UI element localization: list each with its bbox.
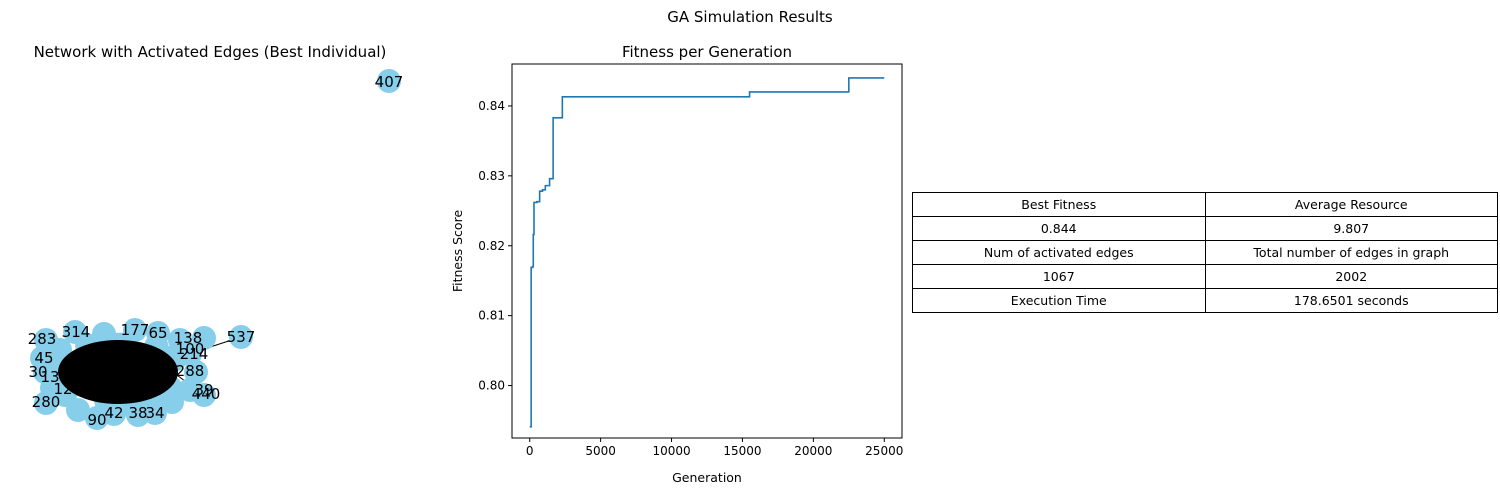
x-tick-label: 15000 [723,444,761,458]
node-label: 177 [121,321,150,339]
plot-frame [511,63,903,439]
table-cell: 1067 [912,264,1206,289]
node-label: 65 [148,324,167,342]
network-node [377,69,401,93]
x-tick-label: 20000 [794,444,832,458]
fitness-axes: 0 5000 10000 15000 20000 25000 0.80 0.81 0.82 0.8… [450,63,903,485]
network-node [184,360,208,384]
y-tick-label: 0.80 [478,379,505,393]
node-label: 45 [34,349,53,367]
table-cell: 178.6501 seconds [1204,288,1498,313]
table-cell: Average Resource [1204,192,1498,217]
x-tick-label: 25000 [865,444,903,458]
node-label: 13 [40,368,59,386]
x-axis-label: Generation [672,470,742,485]
node-label: 100 [176,340,205,358]
network-node [34,391,58,415]
table-cell: Execution Time [912,288,1206,313]
x-tick-label: 5000 [585,444,616,458]
network-node [168,328,192,352]
table-row: Execution Time 178.6501 seconds [912,288,1498,313]
x-tick-label: 0 [526,444,534,458]
table-row: 1067 2002 [912,264,1498,289]
table-cell: Total number of edges in graph [1204,240,1498,265]
node-label: 280 [32,393,61,411]
table-cell: 0.844 [912,216,1206,241]
node-label: 537 [227,328,256,346]
node-label: 12 [53,380,72,398]
y-tick-label: 0.81 [478,309,505,323]
node-label: 283 [28,330,57,348]
x-tick-label: 10000 [652,444,690,458]
network-label-blob [58,340,178,404]
network-label-overlap [58,340,178,404]
node-label: 440 [192,385,221,403]
y-tick-label: 0.83 [478,169,505,183]
node-label: 42 [104,404,123,422]
table-cell: 9.807 [1204,216,1498,241]
node-label: 138 [174,329,203,347]
figure-title: GA Simulation Results [667,8,833,26]
node-label: 38 [128,404,147,422]
node-label: 407 [375,73,404,91]
table-row: Num of activated edges Total number of ed… [912,240,1498,265]
table-row: 0.844 9.807 [912,216,1498,241]
node-label: 90 [87,411,106,429]
fitness-points [529,77,885,427]
table-cell: Best Fitness [912,192,1206,217]
fitness-series-line [529,77,885,428]
node-label: 314 [62,323,91,341]
network-node [192,383,216,407]
network-node [192,326,216,350]
network-title: Network with Activated Edges (Best Indiv… [33,43,387,61]
fitness-chart-title: Fitness per Generation [621,43,793,61]
network-node [229,325,253,349]
results-table: Best Fitness Average Resource 0.844 9.807 Nu… [912,192,1498,313]
node-label: 39 [194,381,213,399]
node-label: 288 [176,362,205,380]
y-tick-label: 0.82 [478,239,505,253]
table-cell: Num of activated edges [912,240,1206,265]
node-label: 214 [180,345,209,363]
node-label: 30 [28,363,47,381]
table-row: Best Fitness Average Resource [912,192,1498,217]
table-cell: 2002 [1204,264,1498,289]
node-label: 34 [145,404,164,422]
y-axis-label: Fitness Score [450,210,465,293]
y-tick-label: 0.84 [478,99,505,113]
